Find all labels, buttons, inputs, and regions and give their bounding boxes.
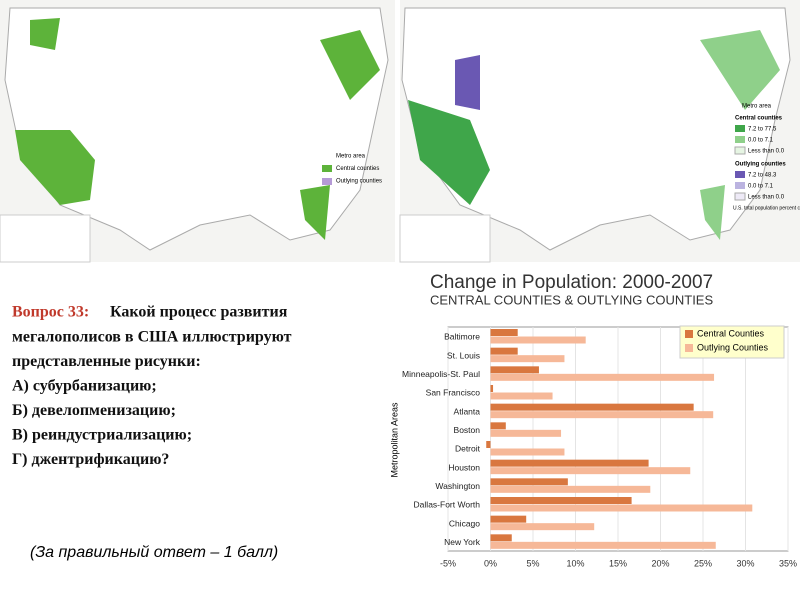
question-line: А) субурбанизацию; [12, 378, 157, 395]
score-note: (За правильный ответ – 1 балл) [30, 544, 278, 561]
map-left [0, 0, 395, 263]
map-legend-label: Outlying counties [735, 162, 786, 168]
bar [490, 392, 553, 400]
map-legend-label: 0.0 to 7.1 [748, 184, 774, 190]
bar [490, 541, 716, 549]
y-tick-label: New York [444, 537, 481, 547]
bar [490, 523, 595, 531]
map-legend-label: Less than 0.0 [748, 149, 785, 155]
y-tick-label: Baltimore [444, 332, 480, 342]
x-tick-label: 0% [484, 558, 497, 568]
y-tick-label: Detroit [455, 444, 481, 454]
map-legend-label: Less than 0.0 [748, 195, 785, 201]
question-line: Г) джентрификацию? [12, 451, 169, 468]
map-legend-label: Central counties [336, 166, 379, 172]
y-tick-label: Washington [435, 481, 480, 491]
x-tick-label: 5% [526, 558, 539, 568]
map-legend-label: Central counties [735, 116, 783, 122]
chart-title: Change in Population: 2000-2007 [430, 272, 713, 293]
map-legend-label: 0.0 to 7.1 [748, 138, 774, 144]
chart-subtitle: CENTRAL COUNTIES & OUTLYING COUNTIES [430, 292, 713, 307]
bar [490, 485, 651, 493]
map-legend-label: Outlying counties [336, 179, 382, 185]
bar [490, 385, 494, 392]
x-tick-label: 10% [566, 558, 584, 568]
y-tick-label: Houston [448, 462, 480, 472]
map-legend-label: Metro area [742, 104, 772, 110]
y-tick-label: San Francisco [426, 388, 481, 398]
bar [490, 459, 649, 467]
bar [490, 504, 753, 512]
bar [490, 366, 539, 374]
bar [490, 515, 527, 523]
x-tick-label: -5% [440, 558, 456, 568]
y-tick-label: St. Louis [447, 350, 480, 360]
x-tick-label: 35% [779, 558, 797, 568]
map-legend-label: 7.2 to 48.3 [748, 173, 777, 179]
bar [486, 441, 491, 448]
map-legend-label: Metro area [336, 154, 366, 160]
question-line: мегалополисов в США иллюстрируют [12, 329, 292, 346]
bar [490, 448, 565, 456]
bar [490, 467, 691, 475]
y-axis-label: Metropolitan Areas [389, 402, 399, 478]
x-tick-label: 25% [694, 558, 712, 568]
bar [490, 336, 586, 344]
map-note: U.S. total population percent change = 7… [733, 205, 800, 211]
y-tick-label: Atlanta [454, 406, 481, 416]
legend-swatch [685, 330, 693, 338]
legend: Central Counties Outlying Counties [679, 325, 785, 359]
legend-swatch [685, 344, 693, 352]
question-line: В) реиндустриализацию; [12, 427, 192, 444]
bar [490, 329, 518, 336]
bar [490, 478, 568, 486]
x-tick-label: 15% [609, 558, 627, 568]
bar [490, 497, 632, 504]
bar [490, 411, 714, 419]
y-tick-label: Dallas-Fort Worth [414, 500, 481, 510]
bar [490, 534, 512, 542]
question-line: Б) девелопменизацию; [12, 402, 176, 419]
bar [490, 403, 694, 411]
legend-label: Central Counties [697, 328, 765, 338]
x-tick-label: 20% [651, 558, 669, 568]
question-label: Вопрос 33: [12, 304, 89, 321]
bar [490, 422, 506, 430]
question-text: Какой процесс развития [110, 304, 288, 321]
bar [490, 373, 715, 381]
bar [490, 347, 518, 355]
y-tick-label: Boston [454, 425, 481, 435]
question-line: представленные рисунки: [12, 353, 201, 370]
y-tick-label: Chicago [449, 518, 480, 528]
map-right [399, 0, 800, 263]
bar [490, 355, 565, 363]
map-legend-label: 7.2 to 77.5 [748, 127, 777, 133]
bar [490, 429, 562, 437]
y-tick-label: Minneapolis-St. Paul [402, 369, 480, 379]
legend-box [679, 325, 785, 359]
x-tick-label: 30% [736, 558, 754, 568]
legend-label: Outlying Counties [697, 342, 769, 352]
